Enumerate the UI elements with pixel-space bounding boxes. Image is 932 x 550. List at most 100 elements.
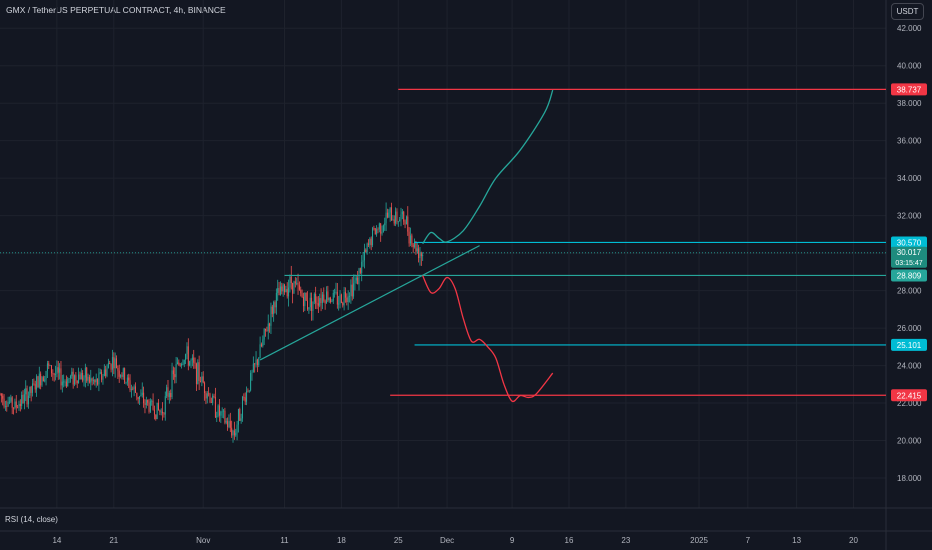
candle-body (120, 374, 122, 377)
candle-body (90, 378, 92, 383)
candle-body (339, 294, 341, 304)
candle-body (87, 376, 89, 381)
candle-body (76, 380, 78, 384)
candle-body (151, 400, 153, 402)
candle-body (227, 421, 229, 427)
candle-body (294, 281, 296, 284)
candle-body (412, 244, 414, 247)
candle-body (94, 380, 96, 383)
candle-body (311, 297, 313, 311)
candle-body (139, 395, 141, 399)
candle-body (362, 260, 364, 262)
candle-body (111, 357, 113, 370)
price-tick-label: 42.000 (897, 24, 922, 33)
candle-body (325, 291, 327, 304)
time-tick-label: 25 (394, 536, 403, 545)
candle-body (233, 430, 235, 436)
candle-body (388, 212, 390, 218)
candle-body (101, 372, 103, 380)
candle-body (302, 297, 304, 307)
time-tick-label: 13 (792, 536, 801, 545)
candle-body (29, 386, 31, 396)
time-tick-label: 16 (565, 536, 574, 545)
drawings (0, 88, 886, 403)
price-tick-label: 22.000 (897, 399, 922, 408)
candle-body (149, 401, 151, 412)
candle-body (56, 367, 58, 375)
candle-body (324, 300, 326, 304)
candle-body (10, 397, 12, 402)
candle-body (25, 388, 27, 395)
candle-body (32, 383, 34, 393)
time-tick-label: 20 (849, 536, 858, 545)
candle-body (53, 373, 55, 375)
candle-body (254, 363, 256, 365)
candle-body (301, 293, 303, 298)
candle-body (416, 248, 418, 252)
candle-body (286, 289, 288, 297)
candle-body (125, 382, 127, 384)
time-tick-label: Nov (196, 536, 210, 545)
candle-body (130, 388, 132, 391)
candle-body (117, 368, 119, 371)
candle-body (176, 362, 178, 364)
candle-body (148, 402, 150, 412)
candle-body (370, 238, 372, 246)
candle-body (228, 421, 230, 427)
candle-body (252, 363, 254, 372)
time-tick-label: 11 (280, 536, 289, 545)
candle-body (160, 411, 162, 413)
candle-body (353, 283, 355, 297)
candle-body (395, 211, 397, 224)
candle-body (23, 394, 25, 404)
candle-body (342, 302, 344, 306)
candle-body (205, 392, 207, 399)
candle-body (118, 370, 120, 377)
candle-body (129, 380, 131, 391)
candle-body (21, 394, 23, 407)
candle-body (193, 357, 195, 363)
candle-body (102, 375, 104, 380)
candle-body (30, 386, 32, 393)
candle-body (282, 284, 284, 292)
candle-body (189, 361, 191, 366)
candle-body (4, 405, 6, 407)
candle-body (45, 370, 47, 380)
candle-body (134, 386, 136, 393)
price-tick-label: 32.000 (897, 212, 922, 221)
price-tick-label: 24.000 (897, 362, 922, 371)
candle-body (338, 303, 340, 305)
candle-body (393, 219, 395, 224)
candle-body (281, 286, 283, 292)
candle-body (220, 411, 222, 416)
price-tick-label: 26.000 (897, 324, 922, 333)
candle-body (285, 289, 287, 293)
candle-body (132, 388, 134, 390)
candle-body (263, 328, 265, 340)
time-tick-label: 21 (109, 536, 118, 545)
candle-body (22, 394, 24, 404)
candle-body (187, 346, 189, 366)
time-tick-label: 18 (337, 536, 346, 545)
candle-body (377, 229, 379, 231)
candle-body (42, 377, 44, 382)
candle-body (18, 404, 20, 408)
candle-body (422, 255, 424, 257)
candle-body (210, 401, 212, 403)
candle-body (166, 387, 168, 397)
currency-button[interactable]: USDT (891, 3, 924, 20)
candle-body (185, 354, 187, 361)
candle-body (128, 377, 130, 381)
candle-body (91, 378, 93, 381)
price-labels: 38.737 30.570 28.809 25.101 22.415 30.017 03:1… (891, 83, 927, 402)
candle-body (275, 292, 277, 308)
candle-body (369, 238, 371, 245)
candle-body (201, 376, 203, 382)
candle-body (208, 393, 210, 395)
candle-body (243, 396, 245, 398)
candle-body (293, 281, 295, 294)
candle-body (84, 367, 86, 378)
rsi-indicator-label[interactable]: RSI (14, close) (5, 515, 58, 524)
candle-body (271, 306, 273, 314)
